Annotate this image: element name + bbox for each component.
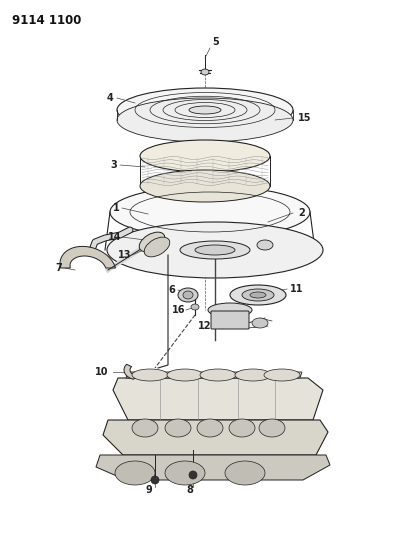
Ellipse shape — [229, 419, 255, 437]
Ellipse shape — [264, 369, 300, 381]
Ellipse shape — [230, 285, 286, 305]
Ellipse shape — [189, 106, 221, 114]
Ellipse shape — [191, 304, 199, 310]
Ellipse shape — [165, 419, 191, 437]
Text: 9: 9 — [145, 485, 152, 495]
Polygon shape — [60, 246, 115, 268]
Polygon shape — [124, 364, 136, 379]
Text: 5: 5 — [212, 37, 219, 47]
Text: 15: 15 — [298, 113, 312, 123]
Text: 8: 8 — [186, 485, 193, 495]
Ellipse shape — [178, 288, 198, 302]
Ellipse shape — [197, 419, 223, 437]
Ellipse shape — [201, 69, 209, 75]
Ellipse shape — [165, 461, 205, 485]
FancyBboxPatch shape — [211, 311, 249, 329]
Ellipse shape — [235, 369, 271, 381]
Ellipse shape — [167, 369, 203, 381]
Ellipse shape — [132, 369, 168, 381]
Ellipse shape — [117, 88, 293, 132]
Text: 4: 4 — [107, 93, 114, 103]
Ellipse shape — [183, 291, 193, 299]
Text: 16: 16 — [172, 305, 185, 315]
Ellipse shape — [107, 222, 323, 278]
Ellipse shape — [257, 240, 273, 250]
Text: 14: 14 — [108, 232, 122, 242]
Text: 12: 12 — [198, 321, 212, 331]
Text: 6: 6 — [168, 285, 175, 295]
Ellipse shape — [195, 245, 235, 255]
Ellipse shape — [250, 292, 266, 298]
Text: 13: 13 — [118, 250, 132, 260]
Ellipse shape — [189, 471, 197, 479]
Ellipse shape — [139, 232, 165, 252]
Ellipse shape — [117, 98, 293, 142]
Polygon shape — [96, 455, 330, 480]
Ellipse shape — [140, 140, 270, 172]
Ellipse shape — [110, 186, 310, 238]
Text: 3: 3 — [110, 160, 117, 170]
Text: 1: 1 — [113, 203, 120, 213]
Text: 10: 10 — [95, 367, 109, 377]
Ellipse shape — [151, 476, 159, 484]
Polygon shape — [113, 378, 323, 420]
Ellipse shape — [252, 318, 268, 328]
Ellipse shape — [132, 419, 158, 437]
Ellipse shape — [180, 241, 250, 259]
Text: 2: 2 — [298, 208, 305, 218]
Text: 7: 7 — [55, 263, 62, 273]
Ellipse shape — [242, 289, 274, 301]
Ellipse shape — [259, 419, 285, 437]
Polygon shape — [103, 420, 328, 455]
Ellipse shape — [140, 170, 270, 202]
Text: 11: 11 — [290, 284, 303, 294]
Ellipse shape — [144, 237, 170, 257]
Polygon shape — [126, 372, 302, 378]
Text: 9114 1100: 9114 1100 — [12, 14, 81, 27]
Ellipse shape — [208, 303, 252, 317]
Ellipse shape — [225, 461, 265, 485]
Ellipse shape — [115, 461, 155, 485]
Ellipse shape — [200, 369, 236, 381]
